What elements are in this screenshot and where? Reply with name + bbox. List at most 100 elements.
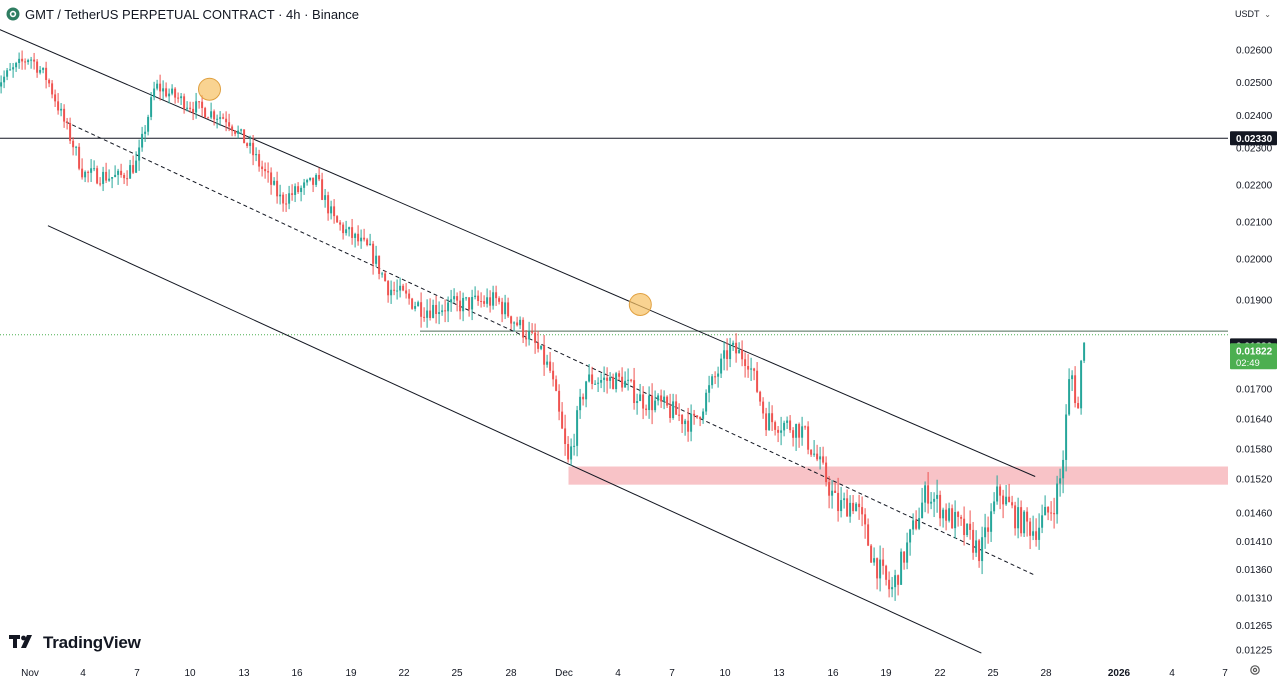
settings-button[interactable] bbox=[1247, 664, 1263, 680]
candle-body bbox=[555, 379, 558, 391]
candle-body bbox=[774, 422, 777, 430]
candle-body bbox=[720, 358, 723, 374]
candle-body bbox=[864, 514, 867, 525]
candle-body bbox=[417, 302, 420, 307]
candle-body bbox=[666, 396, 669, 406]
candle-body bbox=[351, 227, 354, 238]
candle-body bbox=[153, 88, 156, 98]
candle-body bbox=[513, 322, 516, 324]
candle-body bbox=[375, 255, 378, 264]
candle-body bbox=[849, 502, 852, 517]
candle-body bbox=[264, 169, 267, 172]
candle-body bbox=[1035, 531, 1038, 540]
x-tick-label: 22 bbox=[398, 668, 410, 679]
candle-body bbox=[318, 174, 321, 180]
candle-body bbox=[558, 390, 561, 412]
candle-body bbox=[936, 494, 939, 499]
y-tick-label: 0.01410 bbox=[1236, 537, 1273, 548]
candle-body bbox=[45, 67, 48, 80]
candle-body bbox=[6, 70, 9, 77]
current-price-tag bbox=[1230, 343, 1277, 370]
tradingview-logo[interactable]: TradingView bbox=[9, 632, 141, 654]
candle-body bbox=[33, 59, 36, 62]
candle-body bbox=[135, 160, 138, 173]
candle-body bbox=[210, 111, 213, 118]
y-tick-label: 0.02400 bbox=[1236, 111, 1273, 122]
candle-body bbox=[660, 395, 663, 402]
candle-body bbox=[243, 129, 246, 144]
candle-body bbox=[939, 494, 942, 519]
candle-body bbox=[468, 297, 471, 310]
candle-body bbox=[441, 310, 444, 313]
candle-body bbox=[216, 118, 219, 120]
candle-body bbox=[324, 195, 327, 200]
candle-body bbox=[588, 374, 591, 382]
candle-body bbox=[474, 295, 477, 297]
candle-body bbox=[756, 370, 759, 392]
candle-body bbox=[54, 94, 57, 102]
candle-body bbox=[873, 558, 876, 563]
candle-body bbox=[591, 374, 594, 384]
candle-body bbox=[453, 296, 456, 300]
x-tick-label: 4 bbox=[615, 668, 621, 679]
candle-body bbox=[30, 59, 33, 61]
candle-body bbox=[753, 368, 756, 371]
candle-body bbox=[657, 395, 660, 401]
binance-gmt-icon bbox=[6, 7, 20, 21]
candle-body bbox=[108, 178, 111, 181]
candle-body bbox=[408, 293, 411, 299]
candle-body bbox=[831, 490, 834, 496]
candle-body bbox=[768, 413, 771, 431]
candle-body bbox=[696, 415, 699, 418]
candle-body bbox=[381, 273, 384, 275]
currency-selector[interactable]: USDT ⌄ bbox=[1229, 4, 1277, 24]
candle-body bbox=[237, 130, 240, 134]
x-tick-label: 22 bbox=[934, 668, 946, 679]
candle-body bbox=[702, 411, 705, 419]
candle-body bbox=[1056, 483, 1059, 515]
candle-body bbox=[483, 301, 486, 304]
candle-body bbox=[996, 486, 999, 502]
candle-body bbox=[834, 490, 837, 493]
resistance-price-label: 0.02330 bbox=[1236, 134, 1273, 145]
current-price-countdown: 02:49 bbox=[1236, 358, 1260, 369]
candle-body bbox=[459, 300, 462, 312]
candle-body bbox=[1062, 459, 1065, 479]
candle-body bbox=[312, 177, 315, 185]
candle-body bbox=[570, 446, 573, 460]
candle-body bbox=[621, 376, 624, 388]
currency-label: USDT bbox=[1235, 9, 1260, 19]
candle-body bbox=[1017, 507, 1020, 529]
candle-body bbox=[447, 302, 450, 312]
candle-body bbox=[165, 88, 168, 97]
chevron-down-icon: ⌄ bbox=[1264, 9, 1271, 19]
candle-body bbox=[648, 395, 651, 411]
touch-marker-1 bbox=[198, 77, 221, 101]
time-axis-background bbox=[0, 660, 1280, 681]
candle-body bbox=[1068, 379, 1071, 415]
candle-body bbox=[120, 170, 123, 175]
x-tick-label: Dec bbox=[555, 668, 573, 679]
candle-body bbox=[465, 297, 468, 299]
candle-body bbox=[498, 298, 501, 302]
x-tick-label: 10 bbox=[184, 668, 196, 679]
candle-body bbox=[1008, 496, 1011, 503]
candle-body bbox=[627, 379, 630, 381]
candle-body bbox=[606, 377, 609, 381]
candle-body bbox=[18, 58, 21, 63]
touch-marker-2 bbox=[628, 292, 652, 316]
candle-body bbox=[609, 377, 612, 381]
candle-body bbox=[342, 224, 345, 234]
candle-body bbox=[960, 516, 963, 519]
candle-body bbox=[594, 383, 597, 385]
y-tick-label: 0.02500 bbox=[1236, 78, 1273, 89]
candle-body bbox=[501, 301, 504, 315]
candle-body bbox=[309, 177, 312, 180]
candle-body bbox=[891, 587, 894, 590]
candle-body bbox=[387, 281, 390, 296]
candle-body bbox=[36, 61, 39, 73]
candle-body bbox=[615, 373, 618, 390]
candle-body bbox=[612, 377, 615, 390]
chart-title-bar[interactable]: GMT / TetherUS PERPETUAL CONTRACT · 4h ·… bbox=[6, 5, 359, 23]
